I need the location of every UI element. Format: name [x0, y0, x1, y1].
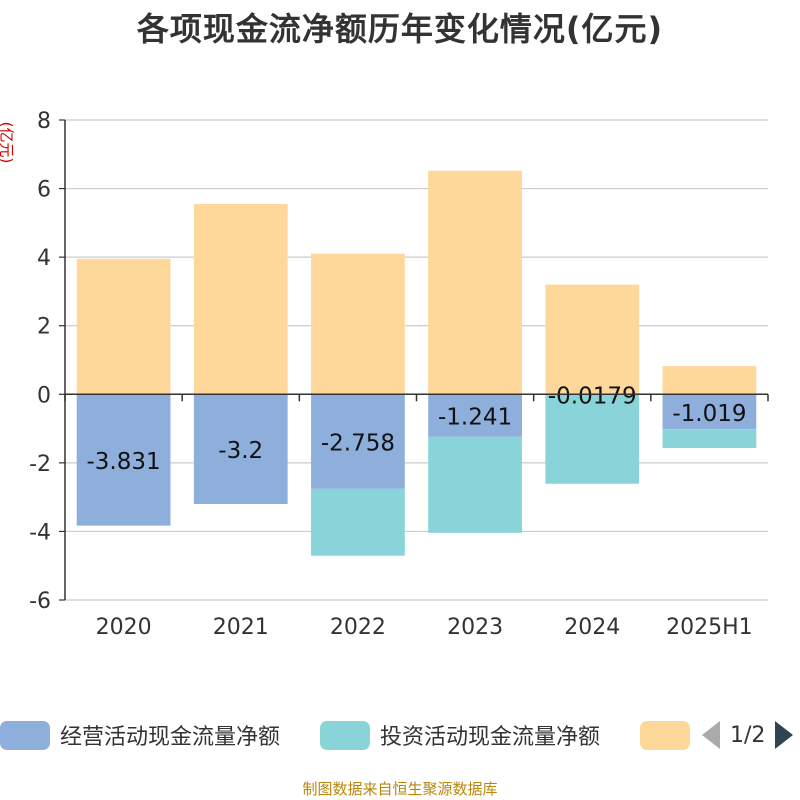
legend-item-operating[interactable]: 经营活动现金流量净额 [0, 713, 280, 757]
bar-chart: -3.831 -3.2 -2.758 -1.241 -0.0179 -1.019 8 6 4 2… [29, 109, 769, 640]
y-tick-label: -4 [29, 520, 51, 545]
legend-pager: 1/2 [702, 713, 794, 757]
y-tick-label: 8 [37, 109, 51, 134]
bar-data-label: -2.758 [321, 431, 395, 457]
y-tick-label: 4 [37, 246, 51, 271]
legend-swatch-investing [320, 720, 370, 750]
legend-page-indicator: 1/2 [730, 722, 766, 748]
bar-data-label: -1.019 [672, 401, 746, 427]
legend: 经营活动现金流量净额 投资活动现金流量净额 1/2 [0, 713, 800, 757]
bar-series2-2024[interactable] [545, 284, 640, 395]
bar-data-label: -3.831 [87, 449, 161, 475]
bar-series0-2023[interactable] [428, 394, 522, 437]
y-tick-label: 0 [37, 383, 51, 408]
bar-series0-2022[interactable] [311, 394, 405, 489]
bar-data-label: -3.2 [218, 438, 263, 464]
chart-title: 各项现金流净额历年变化情况(亿元) [136, 10, 664, 48]
bar-data-label: -1.241 [438, 405, 512, 431]
source-footer: 制图数据来自恒生聚源数据库 [302, 780, 498, 798]
legend-item-financing[interactable] [640, 713, 700, 757]
y-tick-label: 6 [37, 178, 51, 203]
bar-series1-2022[interactable] [311, 488, 405, 556]
axes: 8 6 4 2 0 -2 -4 -6 2020 2021 2022 2023 2024 2025H1 [29, 109, 769, 640]
grid-lines [65, 119, 768, 601]
x-tick-label: 2022 [330, 615, 386, 640]
x-tick-label: 2024 [564, 615, 620, 640]
x-tick-label: 2023 [447, 615, 503, 640]
y-tick-label: -2 [29, 452, 51, 477]
bar-series0-2025H1[interactable] [662, 394, 757, 430]
bar-series2-2025H1[interactable] [662, 366, 757, 395]
bar-series1-2024[interactable] [545, 394, 640, 484]
bar-labels: -3.831 -3.2 -2.758 -1.241 -0.0179 -1.019 [87, 383, 747, 475]
legend-prev-arrow-icon[interactable] [702, 721, 720, 749]
legend-next-arrow-icon[interactable] [775, 721, 794, 749]
bar-series1-2025H1[interactable] [662, 429, 757, 449]
legend-swatch-operating [0, 720, 50, 750]
bar-series0-2020[interactable] [76, 394, 171, 526]
bar-series2-2022[interactable] [311, 253, 405, 395]
legend-label-operating: 经营活动现金流量净额 [60, 725, 281, 750]
bar-data-label: -0.0179 [548, 383, 637, 409]
bar-series2-2023[interactable] [428, 170, 522, 395]
x-tick-label: 2025H1 [666, 615, 753, 640]
legend-label-investing: 投资活动现金流量净额 [380, 725, 601, 750]
x-tick-label: 2020 [96, 615, 152, 640]
bar-series2-2021[interactable] [193, 204, 288, 395]
y-tick-label: -6 [29, 589, 51, 614]
bar-series1-2023[interactable] [428, 436, 522, 533]
legend-item-investing[interactable]: 投资活动现金流量净额 [320, 713, 600, 757]
bar-series2-2020[interactable] [76, 258, 171, 395]
x-tick-label: 2021 [213, 615, 269, 640]
y-tick-label: 2 [37, 315, 51, 340]
legend-swatch-financing [640, 720, 690, 750]
bar-series0-2021[interactable] [193, 394, 288, 504]
bars [76, 170, 757, 556]
